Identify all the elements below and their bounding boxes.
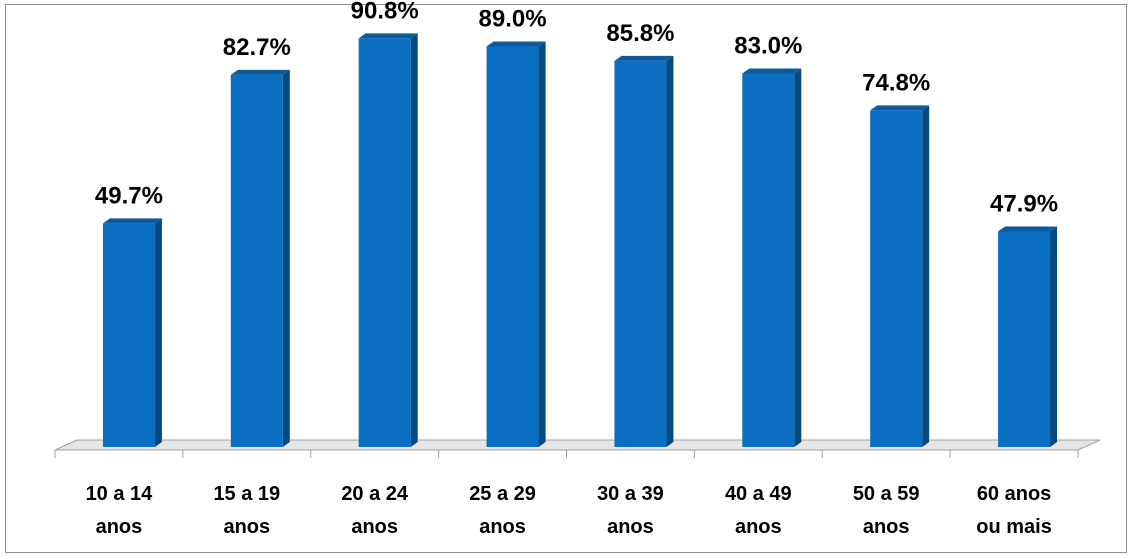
bar: [358, 38, 411, 448]
x-tick-label: 20 a 24: [341, 483, 409, 505]
data-label: 85.8%: [606, 20, 674, 47]
bar-top: [870, 105, 930, 111]
bar: [230, 74, 283, 447]
bar-top: [742, 68, 802, 74]
x-tick-label: anos: [96, 516, 143, 538]
x-tick-label: anos: [607, 516, 654, 538]
data-label: 90.8%: [351, 0, 419, 24]
bar: [486, 46, 539, 447]
bar-top: [358, 33, 418, 39]
bar-top: [998, 226, 1058, 232]
bar: [102, 223, 155, 447]
bar-side: [538, 41, 546, 447]
x-tick-label: anos: [351, 516, 398, 538]
bar-top: [486, 41, 546, 47]
x-tick-label: 15 a 19: [213, 483, 280, 505]
data-label: 89.0%: [479, 6, 547, 33]
bar-top: [102, 218, 162, 224]
x-tick-label: 25 a 29: [469, 483, 536, 505]
bar-side: [282, 69, 290, 447]
x-tick-label: anos: [223, 516, 270, 538]
bar-side: [410, 33, 418, 448]
bar-side: [1050, 226, 1058, 447]
chart-floor: [54, 439, 1101, 451]
data-label: 47.9%: [990, 190, 1058, 217]
bar: [742, 73, 795, 447]
bar-side: [794, 68, 802, 447]
x-tick-label: 60 anos: [977, 483, 1051, 505]
bar-side: [922, 105, 930, 448]
x-tick-label: 40 a 49: [725, 483, 792, 505]
bar-side: [666, 55, 674, 448]
data-label: 49.7%: [95, 182, 163, 209]
chart-frame: [5, 4, 1127, 553]
x-tick-label: 30 a 39: [597, 483, 664, 505]
data-label: 82.7%: [223, 34, 291, 61]
x-tick-label: ou mais: [976, 516, 1052, 538]
data-label: 83.0%: [734, 33, 802, 60]
x-tick-label: anos: [863, 516, 910, 538]
x-tick-label: anos: [735, 516, 782, 538]
x-tick-label: anos: [479, 516, 526, 538]
bar-side: [154, 218, 162, 447]
bar-top: [230, 69, 290, 75]
bar: [614, 60, 667, 448]
bar-top: [614, 55, 674, 61]
data-label: 74.8%: [862, 69, 930, 96]
bar: [870, 110, 923, 448]
x-tick-label: 50 a 59: [853, 483, 920, 505]
x-tick-label: 10 a 14: [86, 483, 154, 505]
bar: [998, 231, 1051, 447]
